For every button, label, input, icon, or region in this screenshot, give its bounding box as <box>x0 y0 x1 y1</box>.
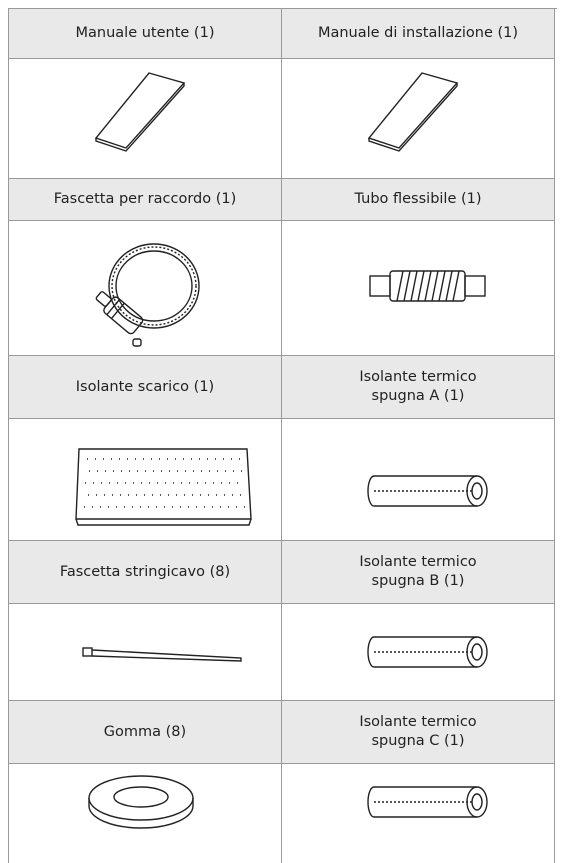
image-cell <box>282 604 555 701</box>
label: Isolante termico spugna B (1) <box>282 541 555 604</box>
label: Fascetta per raccordo (1) <box>9 179 282 221</box>
tube-icon <box>367 786 488 818</box>
label: Isolante termico spugna A (1) <box>282 356 555 419</box>
hose-icon <box>369 270 486 302</box>
header-row: Gomma (8) Isolante termico spugna C (1) <box>9 701 557 764</box>
image-cell <box>9 419 282 541</box>
image-cell <box>9 604 282 701</box>
image-row <box>9 419 557 541</box>
header-row: Fascetta per raccordo (1) Tubo flessibil… <box>9 179 557 221</box>
label: Tubo flessibile (1) <box>282 179 555 221</box>
image-row <box>9 221 557 356</box>
tube-icon <box>367 475 488 507</box>
clamp-icon <box>95 243 200 347</box>
manual-icon <box>367 72 459 152</box>
image-cell <box>282 764 555 863</box>
image-cell <box>9 59 282 179</box>
cable-tie-icon <box>82 647 242 662</box>
accessory-table: Manuale utente (1) Manuale di installazi… <box>8 8 557 863</box>
tube-icon <box>367 636 488 668</box>
header-row: Manuale utente (1) Manuale di installazi… <box>9 9 557 59</box>
image-row <box>9 59 557 179</box>
image-cell <box>9 764 282 863</box>
label: Isolante termico spugna C (1) <box>282 701 555 764</box>
image-cell <box>282 59 555 179</box>
label: Gomma (8) <box>9 701 282 764</box>
header-row: Isolante scarico (1) Isolante termico sp… <box>9 356 557 419</box>
manual-icon <box>94 72 186 152</box>
label: Manuale di installazione (1) <box>282 9 555 59</box>
pad-icon <box>75 448 252 526</box>
header-row: Fascetta stringicavo (8) Isolante termic… <box>9 541 557 604</box>
image-cell <box>9 221 282 356</box>
image-cell <box>282 419 555 541</box>
label: Manuale utente (1) <box>9 9 282 59</box>
image-row <box>9 764 557 863</box>
label: Isolante scarico (1) <box>9 356 282 419</box>
washer-icon <box>88 775 194 829</box>
label: Fascetta stringicavo (8) <box>9 541 282 604</box>
image-row <box>9 604 557 701</box>
image-cell <box>282 221 555 356</box>
